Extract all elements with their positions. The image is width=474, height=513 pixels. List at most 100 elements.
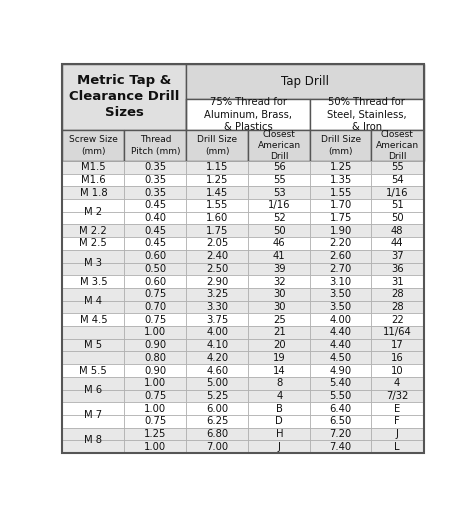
Text: M 7: M 7 [84, 410, 102, 420]
Bar [124, 173, 186, 186]
Bar [248, 326, 310, 339]
Text: 1.00: 1.00 [144, 404, 166, 413]
Text: 0.50: 0.50 [144, 264, 166, 274]
Text: 55: 55 [273, 175, 286, 185]
Text: M 6: M 6 [84, 385, 102, 394]
Text: 56: 56 [273, 162, 286, 172]
Text: 4.40: 4.40 [329, 327, 352, 338]
Text: 4.00: 4.00 [206, 327, 228, 338]
Bar [63, 161, 124, 173]
Bar [371, 377, 423, 389]
Text: 1.45: 1.45 [206, 188, 228, 198]
Bar [371, 250, 423, 263]
Bar [124, 301, 186, 313]
Text: 2.70: 2.70 [329, 264, 352, 274]
Bar [124, 275, 186, 288]
Bar [371, 161, 423, 173]
Bar [186, 402, 248, 415]
Bar [124, 250, 186, 263]
Text: 4.50: 4.50 [329, 353, 352, 363]
Text: 4.40: 4.40 [329, 340, 352, 350]
Bar [186, 364, 248, 377]
Bar [124, 130, 186, 161]
Text: 0.90: 0.90 [144, 340, 166, 350]
Text: 30: 30 [273, 289, 286, 299]
Bar [124, 402, 186, 415]
Bar [248, 212, 310, 224]
Text: 0.35: 0.35 [144, 175, 166, 185]
Bar [371, 339, 423, 351]
Text: 1.55: 1.55 [329, 188, 352, 198]
Text: 0.35: 0.35 [144, 188, 166, 198]
Text: 55: 55 [391, 162, 403, 172]
Bar [310, 130, 371, 161]
Bar [124, 389, 186, 402]
Text: 0.60: 0.60 [144, 251, 166, 261]
Text: 3.10: 3.10 [329, 277, 352, 287]
Bar [310, 301, 371, 313]
Text: 7.00: 7.00 [206, 442, 228, 452]
Text: 1.75: 1.75 [206, 226, 228, 236]
Bar [371, 351, 423, 364]
Text: 0.70: 0.70 [144, 302, 166, 312]
Bar [186, 263, 248, 275]
Bar [248, 161, 310, 173]
Text: 8: 8 [276, 378, 283, 388]
Text: Drill Size
(mm): Drill Size (mm) [197, 135, 237, 155]
Text: 3.25: 3.25 [206, 289, 228, 299]
Text: 1/16: 1/16 [268, 201, 291, 210]
Text: M 8: M 8 [84, 436, 102, 445]
Bar [310, 377, 371, 389]
Text: 3.50: 3.50 [329, 289, 352, 299]
Bar [310, 186, 371, 199]
Text: 37: 37 [391, 251, 403, 261]
Bar [63, 186, 124, 199]
Bar [186, 173, 248, 186]
Text: 1.00: 1.00 [144, 378, 166, 388]
Bar [186, 415, 248, 428]
Bar [186, 389, 248, 402]
Bar [63, 275, 124, 288]
Bar [371, 275, 423, 288]
Text: 0.75: 0.75 [144, 289, 166, 299]
Bar [186, 199, 248, 212]
Bar [63, 351, 124, 364]
Text: Tap Drill: Tap Drill [281, 75, 329, 88]
Bar [186, 224, 248, 237]
Bar [310, 263, 371, 275]
Bar [63, 313, 124, 326]
Bar [63, 64, 186, 130]
Bar [248, 389, 310, 402]
Bar [63, 389, 124, 402]
Text: 1.70: 1.70 [329, 201, 352, 210]
Text: 1.90: 1.90 [329, 226, 352, 236]
Bar [63, 263, 124, 275]
Bar [63, 250, 124, 263]
Bar [248, 199, 310, 212]
Bar [310, 199, 371, 212]
Bar [186, 275, 248, 288]
Text: 1.00: 1.00 [144, 327, 166, 338]
Text: 7/32: 7/32 [386, 391, 408, 401]
Bar [371, 415, 423, 428]
Bar [310, 440, 371, 453]
Text: 0.75: 0.75 [144, 391, 166, 401]
Text: Screw Size
(mm): Screw Size (mm) [69, 135, 118, 155]
Bar [248, 250, 310, 263]
Text: M 1.8: M 1.8 [80, 188, 107, 198]
Text: 2.20: 2.20 [329, 239, 352, 248]
Text: 4.90: 4.90 [329, 366, 352, 376]
Bar [310, 100, 423, 130]
Text: M 3: M 3 [84, 258, 102, 268]
Text: B: B [276, 404, 283, 413]
Bar [248, 402, 310, 415]
Bar [310, 339, 371, 351]
Text: 4: 4 [276, 391, 283, 401]
Text: 11/64: 11/64 [383, 327, 411, 338]
Text: 19: 19 [273, 353, 286, 363]
Bar [248, 288, 310, 301]
Text: 1.75: 1.75 [329, 213, 352, 223]
Text: Closest
American
Drill: Closest American Drill [375, 130, 419, 161]
Text: 1.25: 1.25 [206, 175, 228, 185]
Bar [124, 351, 186, 364]
